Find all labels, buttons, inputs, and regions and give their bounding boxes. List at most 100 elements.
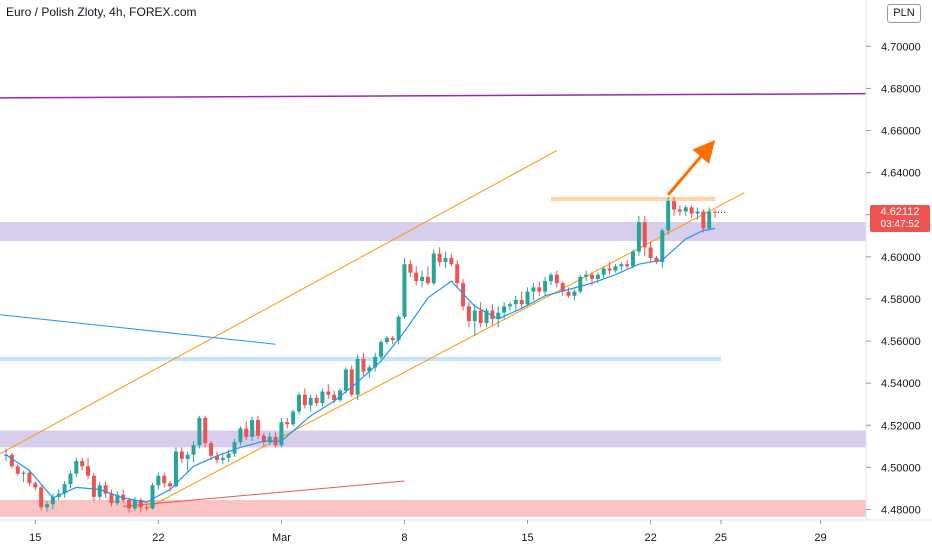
- candle-body-3: [21, 472, 26, 474]
- candle-body-42: [250, 420, 255, 437]
- time-tick-label: 8: [401, 532, 407, 544]
- candle-body-50: [297, 394, 301, 412]
- candle-body-91: [537, 287, 542, 292]
- candle-body-31: [185, 454, 190, 459]
- candle-body-11: [68, 473, 73, 485]
- candle-body-92: [543, 281, 548, 292]
- time-tick-label: 15: [29, 532, 41, 544]
- candle-body-4: [27, 472, 32, 484]
- candle-body-101: [595, 274, 600, 279]
- trendline-3: [123, 480, 405, 507]
- candle-body-63: [373, 356, 378, 368]
- candle-body-72: [425, 276, 430, 284]
- candle-body-106: [625, 264, 630, 267]
- price-tick-label: 4.68000: [881, 83, 921, 95]
- trendline-2: [0, 92, 867, 99]
- price-axis[interactable]: 4.48000 4.50000 4.52000 4.54000 4.56000 4.580…: [866, 41, 921, 516]
- candle-body-71: [420, 276, 425, 282]
- time-tick-label: 15: [521, 532, 533, 544]
- candle-body-25: [150, 485, 155, 509]
- candle-body-57: [338, 390, 343, 400]
- candle-body-34: [203, 417, 208, 444]
- candle-body-105: [619, 264, 624, 267]
- trendlines: [0, 92, 867, 509]
- candle-body-62: [367, 367, 372, 372]
- candle-body-97: [572, 291, 577, 296]
- candle-body-38: [226, 453, 231, 458]
- candle-body-108: [636, 222, 641, 252]
- candle-body-95: [560, 283, 565, 292]
- bar-countdown: 03:47:52: [880, 219, 920, 230]
- candle-body-111: [654, 257, 659, 263]
- candle-body-110: [648, 247, 653, 258]
- price-tick-label: 4.60000: [881, 252, 921, 264]
- candle-body-85: [502, 306, 507, 313]
- moving-average-line: [5, 227, 716, 503]
- price-tick-label: 4.70000: [881, 41, 921, 53]
- candle-body-74: [437, 253, 442, 263]
- candle-body-86: [507, 304, 512, 307]
- candle-body-78: [461, 283, 466, 307]
- candle-body-84: [496, 312, 501, 319]
- zone-2: [0, 356, 721, 362]
- candle-body-27: [162, 475, 167, 484]
- candle-body-22: [132, 500, 137, 509]
- candle-body-65: [384, 337, 389, 343]
- candle-body-21: [127, 500, 132, 509]
- candle-body-66: [390, 337, 395, 340]
- candle-body-89: [525, 291, 530, 305]
- candle-body-75: [443, 257, 448, 263]
- candle-body-45: [267, 436, 272, 443]
- price-tick-label: 4.48000: [881, 504, 921, 516]
- currency-badge[interactable]: PLN: [887, 4, 921, 23]
- support-resistance-zones: [0, 196, 866, 517]
- candle-body-70: [414, 272, 419, 282]
- zone-1: [0, 430, 866, 448]
- candle-body-88: [519, 300, 524, 305]
- candle-body-116: [683, 207, 688, 212]
- candle-body-69: [408, 264, 413, 273]
- price-tick-label: 4.64000: [881, 168, 921, 180]
- candle-body-37: [220, 457, 225, 460]
- price-tick-label: 4.66000: [881, 126, 921, 138]
- candle-body-15: [91, 475, 96, 497]
- candle-body-8: [50, 496, 55, 505]
- candle-body-47: [279, 422, 284, 446]
- candle-body-1: [9, 454, 14, 467]
- candle-body-35: [209, 443, 214, 456]
- candle-body-58: [343, 369, 348, 391]
- time-tick-label: Mar: [272, 532, 291, 544]
- candle-body-28: [168, 483, 173, 487]
- last-price-value: 4.62112: [880, 206, 920, 218]
- candle-body-60: [355, 358, 360, 395]
- candle-body-79: [466, 306, 471, 322]
- candle-body-103: [607, 268, 612, 271]
- candle-body-104: [613, 266, 618, 271]
- candle-body-68: [402, 264, 407, 317]
- target-arrow-layer: [667, 140, 716, 196]
- candle-body-29: [173, 451, 178, 487]
- candle-body-32: [191, 445, 196, 455]
- candle-body-118: [695, 211, 700, 214]
- candle-body-16: [97, 485, 102, 497]
- candle-body-119: [701, 211, 706, 229]
- candle-body-33: [197, 417, 202, 446]
- candle-body-19: [115, 494, 120, 504]
- candle-body-109: [642, 222, 647, 248]
- candle-body-39: [232, 442, 237, 454]
- candle-body-41: [244, 428, 249, 437]
- candle-body-117: [689, 207, 694, 214]
- candle-body-113: [666, 201, 671, 231]
- candle-body-17: [103, 485, 108, 494]
- candle-body-67: [396, 316, 401, 340]
- trendline-4: [0, 314, 276, 345]
- symbol-title[interactable]: Euro / Polish Zloty, 4h, FOREX.com: [6, 5, 197, 19]
- price-tick-label: 4.58000: [881, 294, 921, 306]
- candle-body-44: [261, 435, 266, 443]
- candle-body-112: [660, 230, 665, 263]
- candle-body-121: [713, 211, 718, 213]
- time-axis[interactable]: 15 22 Mar 8 15 22 25 29: [29, 520, 827, 544]
- time-tick-label: 29: [814, 532, 826, 544]
